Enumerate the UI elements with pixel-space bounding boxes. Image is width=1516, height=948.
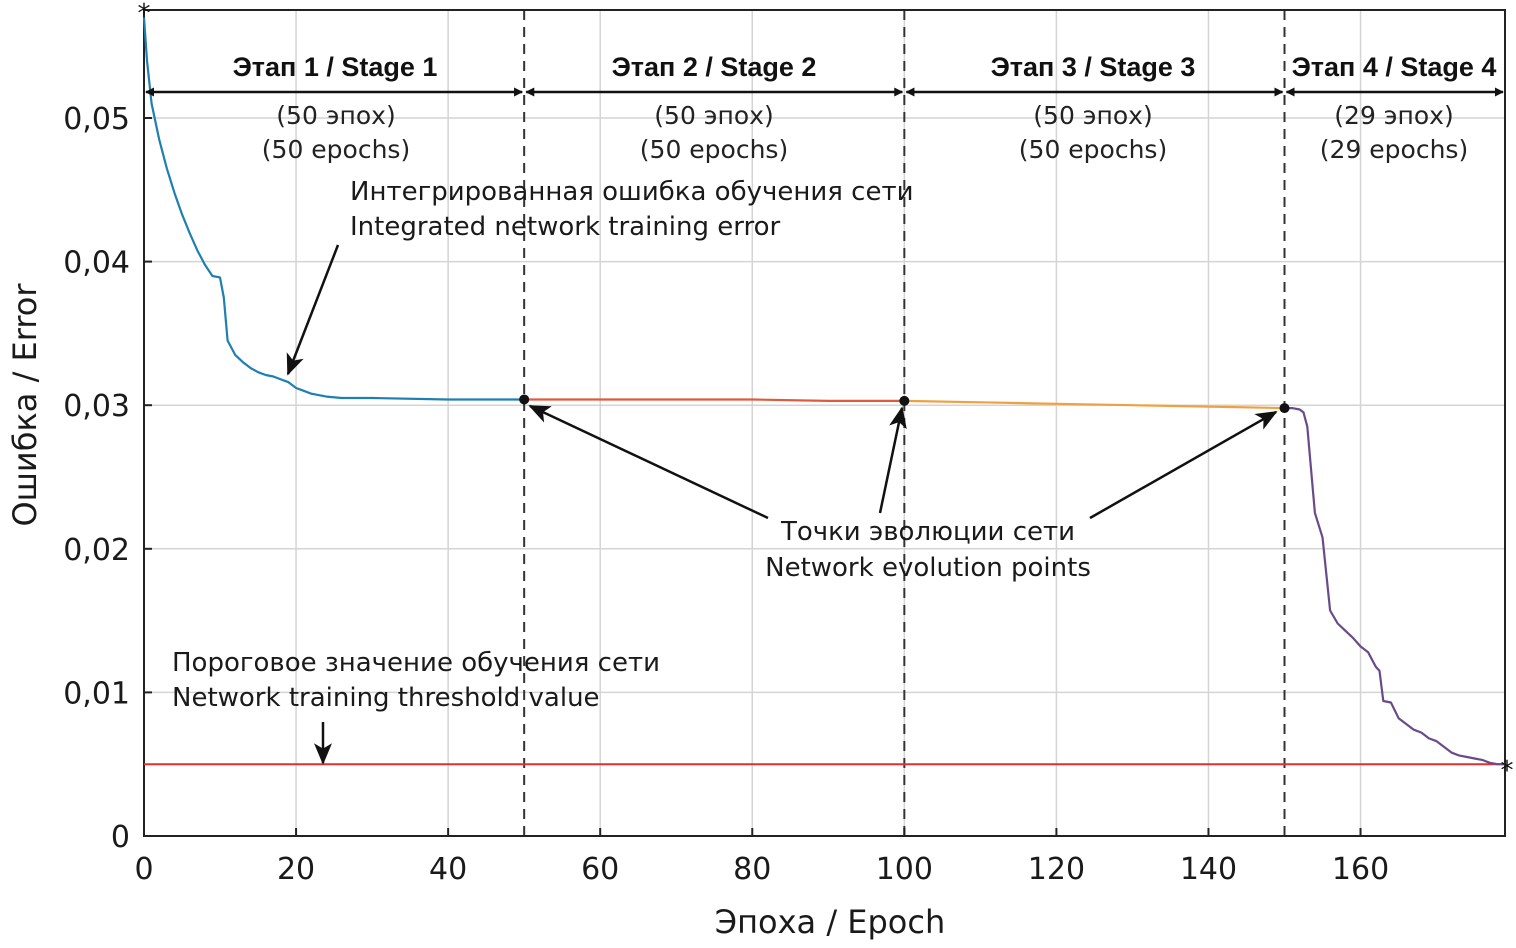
stage-1-epochs-ru: (50 эпох) <box>276 101 395 130</box>
stage-4-epochs-ru: (29 эпох) <box>1334 101 1453 130</box>
stage-3-epochs-en: (50 epochs) <box>1019 135 1167 164</box>
start-asterisk-icon: * <box>138 0 151 29</box>
y-axis-label: Ошибка / Error <box>6 283 44 527</box>
axis-ticks: 0 20 40 60 80 100 120 140 160 0 0,01 0,02 0,03 0,04 0,… <box>63 102 1389 887</box>
series-line-3 <box>904 399 1285 410</box>
x-tick-label: 160 <box>1332 852 1389 887</box>
x-tick-label: 20 <box>277 852 315 887</box>
y-tick-label: 0,02 <box>63 533 130 568</box>
series-line-2 <box>524 398 905 402</box>
evolution-point <box>1279 403 1290 414</box>
stage-3-epochs-ru: (50 эпох) <box>1033 101 1152 130</box>
x-tick-label: 0 <box>134 852 153 887</box>
series-layer <box>142 17 1505 766</box>
stage-1-title: Этап 1 / Stage 1 <box>233 52 438 82</box>
evolution-points-layer <box>519 394 1290 414</box>
y-tick-label: 0,04 <box>63 246 130 281</box>
threshold-label-en: Network training threshold value <box>172 683 600 713</box>
x-tick-label: 140 <box>1180 852 1237 887</box>
threshold-label-ru: Пороговое значение обучения сети <box>172 648 660 678</box>
stage-3-title: Этап 3 / Stage 3 <box>991 52 1196 82</box>
x-axis-label: Эпоха / Epoch <box>715 903 946 941</box>
evolution-points-label-ru: Точки эволюции сети <box>780 517 1075 547</box>
evolution-point <box>899 395 910 406</box>
stage-1-epochs-en: (50 epochs) <box>262 135 410 164</box>
x-tick-label: 40 <box>429 852 467 887</box>
y-tick-label: 0 <box>111 820 130 855</box>
stage-4-epochs-en: (29 epochs) <box>1320 135 1468 164</box>
x-tick-label: 80 <box>733 852 771 887</box>
y-tick-label: 0,03 <box>63 389 130 424</box>
evolution-points-label-en: Network evolution points <box>765 553 1091 583</box>
stage-2-epochs-en: (50 epochs) <box>640 135 788 164</box>
y-tick-label: 0,01 <box>63 676 130 711</box>
evolution-arrow-2 <box>878 406 907 514</box>
integrated-error-label-ru: Интегрированная ошибка обучения сети <box>350 177 914 207</box>
x-tick-label: 60 <box>581 852 619 887</box>
integrated-error-arrow <box>286 244 340 376</box>
stage-2-epochs-ru: (50 эпох) <box>654 101 773 130</box>
integrated-error-label-en: Integrated network training error <box>350 212 781 242</box>
evolution-arrow-3 <box>1089 410 1278 520</box>
series-line-4 <box>1284 407 1505 766</box>
x-tick-label: 100 <box>876 852 933 887</box>
stage-2-title: Этап 2 / Stage 2 <box>612 52 817 82</box>
y-tick-label: 0,05 <box>63 102 130 137</box>
x-tick-label: 120 <box>1028 852 1085 887</box>
plot-frame <box>143 9 1506 837</box>
series-line-1 <box>142 17 525 401</box>
evolution-point <box>519 394 530 405</box>
stage-dividers <box>523 10 1286 836</box>
evolution-arrow-1 <box>528 404 769 520</box>
end-asterisk-icon: * <box>1501 756 1514 786</box>
stage-4-title: Этап 4 / Stage 4 <box>1292 52 1497 82</box>
